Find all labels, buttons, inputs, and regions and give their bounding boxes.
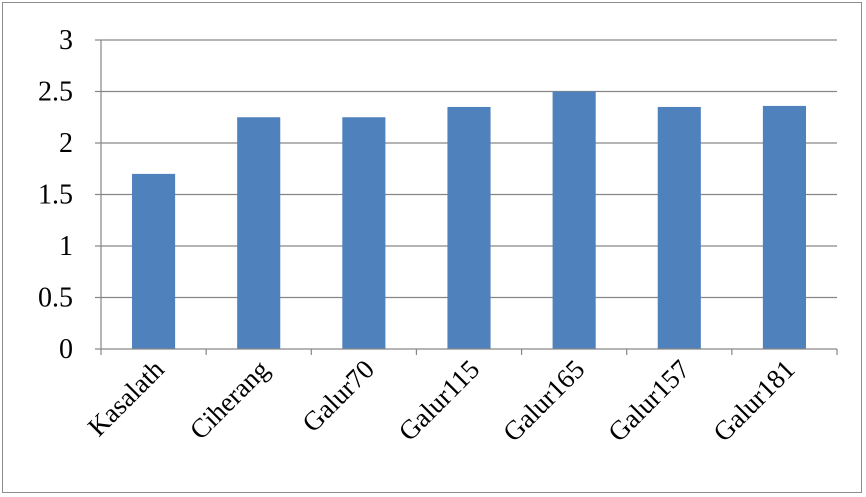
x-category-label: Galur157 <box>602 354 695 447</box>
y-tick-label: 0.5 <box>38 283 73 314</box>
y-tick-labels: 0 0.5 1 1.5 2 2.5 3 <box>38 25 73 365</box>
bar-kasalath <box>132 173 176 349</box>
bar-galur157 <box>657 106 701 349</box>
y-tick-label: 0 <box>59 334 73 365</box>
y-tick-label: 2.5 <box>38 77 73 108</box>
x-category-label: Kasalath <box>82 354 170 442</box>
x-category-label: Ciherang <box>184 354 275 445</box>
x-category-label: Galur181 <box>707 354 800 447</box>
bars <box>132 91 806 349</box>
bar-galur165 <box>552 91 596 349</box>
y-tick-label: 1 <box>59 231 73 262</box>
bar-galur70 <box>342 117 386 349</box>
bar-galur115 <box>447 106 491 349</box>
x-category-label: Galur115 <box>393 354 486 447</box>
bar-ciherang <box>237 117 281 349</box>
x-category-labels: Kasalath Ciherang Galur70 Galur115 Galur165 G… <box>82 354 801 448</box>
x-category-label: Galur70 <box>296 354 380 438</box>
y-tick-label: 3 <box>59 25 73 56</box>
y-tick-label: 1.5 <box>38 180 73 211</box>
axes <box>95 39 838 355</box>
y-tick-label: 2 <box>59 128 73 159</box>
gridlines <box>101 39 837 299</box>
x-category-label: Galur165 <box>497 354 590 447</box>
bar-galur181 <box>762 105 806 349</box>
